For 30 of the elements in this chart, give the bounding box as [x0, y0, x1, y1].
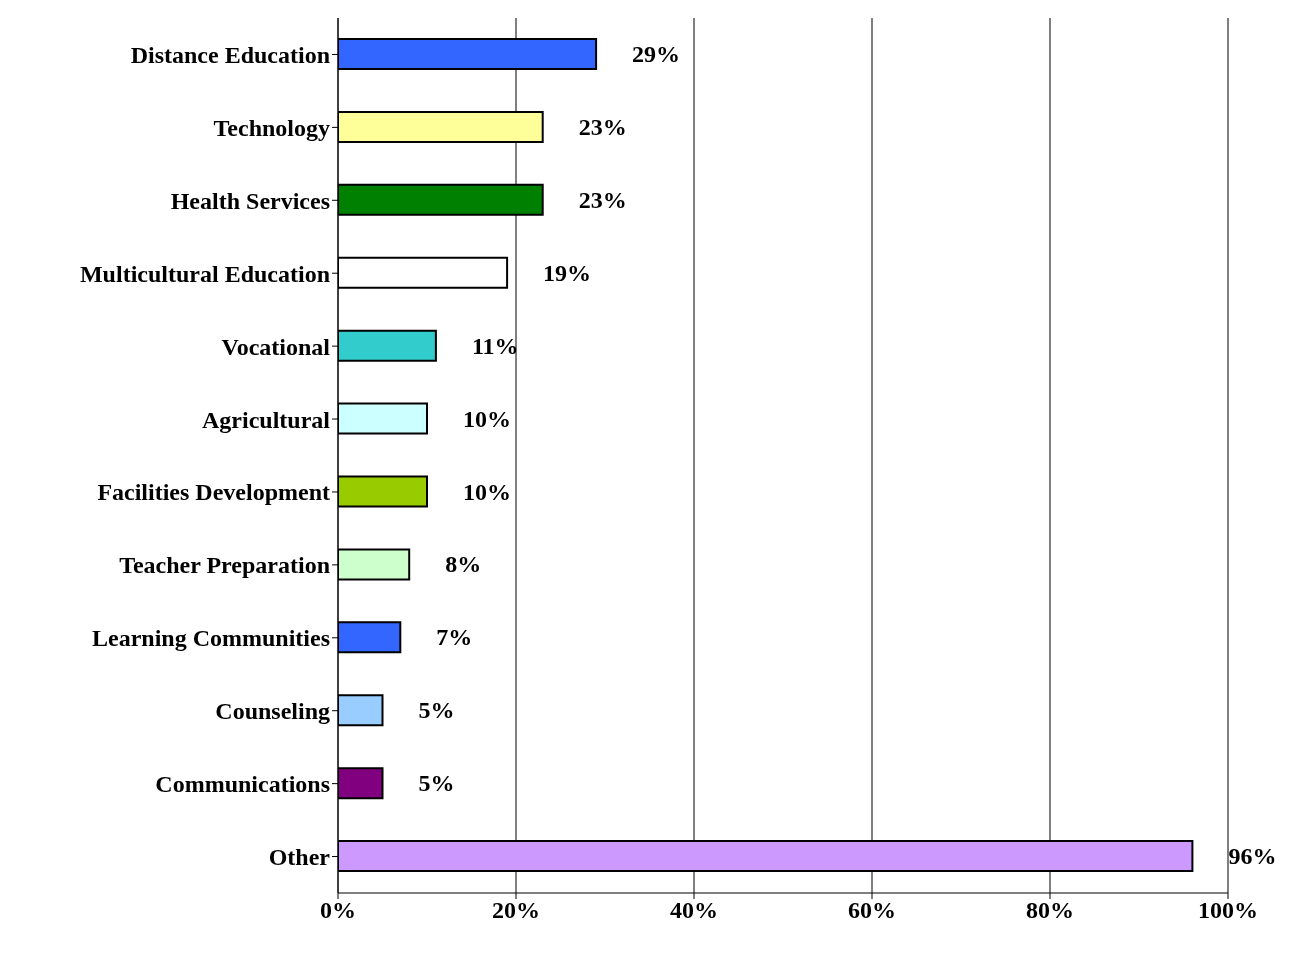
x-tick-label: 20% — [492, 897, 540, 924]
data-label: 11% — [471, 332, 519, 359]
data-label: 8% — [445, 551, 482, 578]
y-tick-label: Teacher Preparation — [119, 552, 330, 579]
data-label: 10% — [463, 478, 511, 505]
data-label: 29% — [632, 41, 681, 67]
y-tick-label: Agricultural — [202, 406, 331, 433]
y-tick-label: Vocational — [221, 333, 331, 360]
x-tick-label: 0% — [320, 897, 356, 924]
x-tick-label: 40% — [670, 897, 718, 924]
y-tick-label: Distance Education — [130, 41, 330, 68]
data-label: 23% — [578, 186, 627, 213]
x-tick-label: 60% — [848, 897, 896, 924]
data-label: 19% — [543, 259, 592, 286]
y-tick-label: Technology — [213, 114, 330, 141]
y-tick-label: Facilities Development — [97, 479, 330, 506]
y-tick-label: Other — [268, 844, 331, 871]
data-label: 5% — [418, 697, 455, 724]
y-tick-label: Communications — [155, 771, 330, 798]
y-tick-label: Health Services — [170, 187, 330, 214]
y-tick-label: Learning Communities — [91, 625, 330, 652]
data-label: 23% — [578, 113, 627, 140]
x-tick-label: 80% — [1026, 897, 1074, 924]
data-label: 96% — [1228, 843, 1277, 870]
data-label: 7% — [436, 624, 473, 651]
data-label: 10% — [463, 405, 511, 432]
y-tick-label: Multicultural Education — [79, 260, 330, 287]
data-label: 5% — [418, 770, 455, 797]
y-tick-label: Counseling — [215, 698, 330, 725]
x-tick-label: 100% — [1198, 897, 1258, 924]
